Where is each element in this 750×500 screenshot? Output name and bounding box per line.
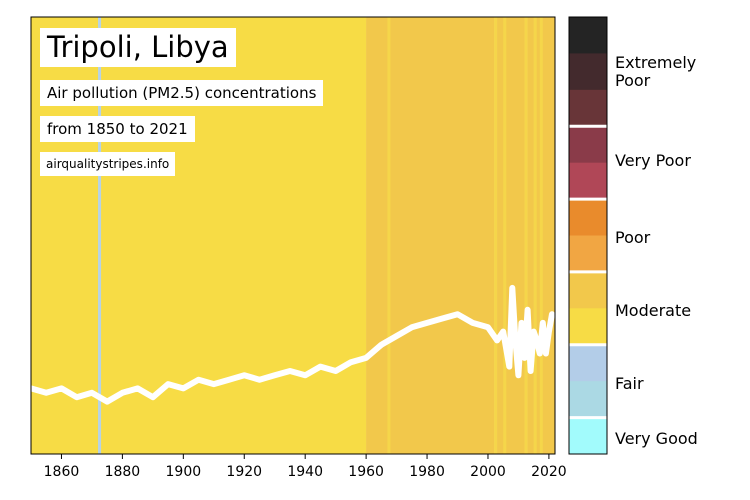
legend-label-very-poor: Very Poor: [615, 151, 691, 170]
x-tick-label-1980: 1980: [409, 464, 445, 480]
plot-frame: [30, 16, 556, 455]
pm25-trend-line: [28, 284, 555, 405]
x-tick-label-1960: 1960: [348, 464, 384, 480]
stripe-1967: [387, 17, 391, 454]
chart-title: Tripoli, Libya: [40, 28, 236, 67]
x-tick-label-2000: 2000: [470, 464, 506, 480]
legend-swatch-poor-1: [569, 235, 607, 273]
stripe-2006: [506, 17, 525, 454]
x-tick-label-2020: 2020: [531, 464, 567, 480]
stripe-1968: [390, 17, 495, 454]
legend-swatch-fair-0: [569, 344, 607, 382]
legend-swatch-extremely-poor-1: [569, 53, 607, 91]
legend-label-fair: Fair: [615, 374, 644, 393]
stripe-2016: [536, 17, 541, 454]
stripe-2013: [527, 17, 534, 454]
legend-swatch-moderate-0: [569, 271, 607, 309]
x-tick-label-1880: 1880: [105, 464, 141, 480]
stripe-2003: [497, 17, 504, 454]
stripe-2012: [524, 17, 528, 454]
stripe-2017: [539, 17, 544, 454]
color-legend: [568, 16, 608, 455]
source-label: airqualitystripes.info: [40, 152, 176, 176]
stripe-1872: [98, 17, 102, 454]
stripe-1960: [366, 17, 388, 454]
stripe-2015: [533, 17, 538, 454]
legend-swatch-extremely-poor-2: [569, 89, 607, 127]
legend-swatch-very-poor-0: [569, 126, 607, 164]
stripe-2002: [494, 17, 498, 454]
x-axis: 1860 1880 1900 1920 1940 1960 1980 2000 2020: [44, 454, 567, 480]
legend-label-poor: Poor: [615, 228, 651, 247]
stripe-2018: [542, 17, 556, 454]
legend-label-very-good: Very Good: [615, 429, 698, 448]
chart-subtitle-line2: from 1850 to 2021: [40, 116, 195, 142]
legend-swatch-extremely-poor-0: [569, 17, 607, 54]
chart-subtitle-line1: Air pollution (PM2.5) concentrations: [40, 80, 324, 106]
legend-frame: [568, 16, 608, 455]
legend-swatch-poor-0: [569, 199, 607, 236]
stripe-2005: [503, 17, 507, 454]
legend-swatch-very-good-0: [569, 417, 607, 455]
x-tick-label-1860: 1860: [44, 464, 80, 480]
legend-swatch-fair-1: [569, 381, 607, 418]
legend-label-moderate: Moderate: [615, 301, 692, 320]
legend-swatch-very-poor-1: [569, 162, 607, 200]
x-tick-label-1900: 1900: [166, 464, 202, 480]
legend-swatch-moderate-1: [569, 308, 607, 346]
x-tick-label-1920: 1920: [226, 464, 262, 480]
x-tick-label-1940: 1940: [287, 464, 323, 480]
legend-label-extremely-poor: Extremely Poor: [615, 53, 697, 90]
